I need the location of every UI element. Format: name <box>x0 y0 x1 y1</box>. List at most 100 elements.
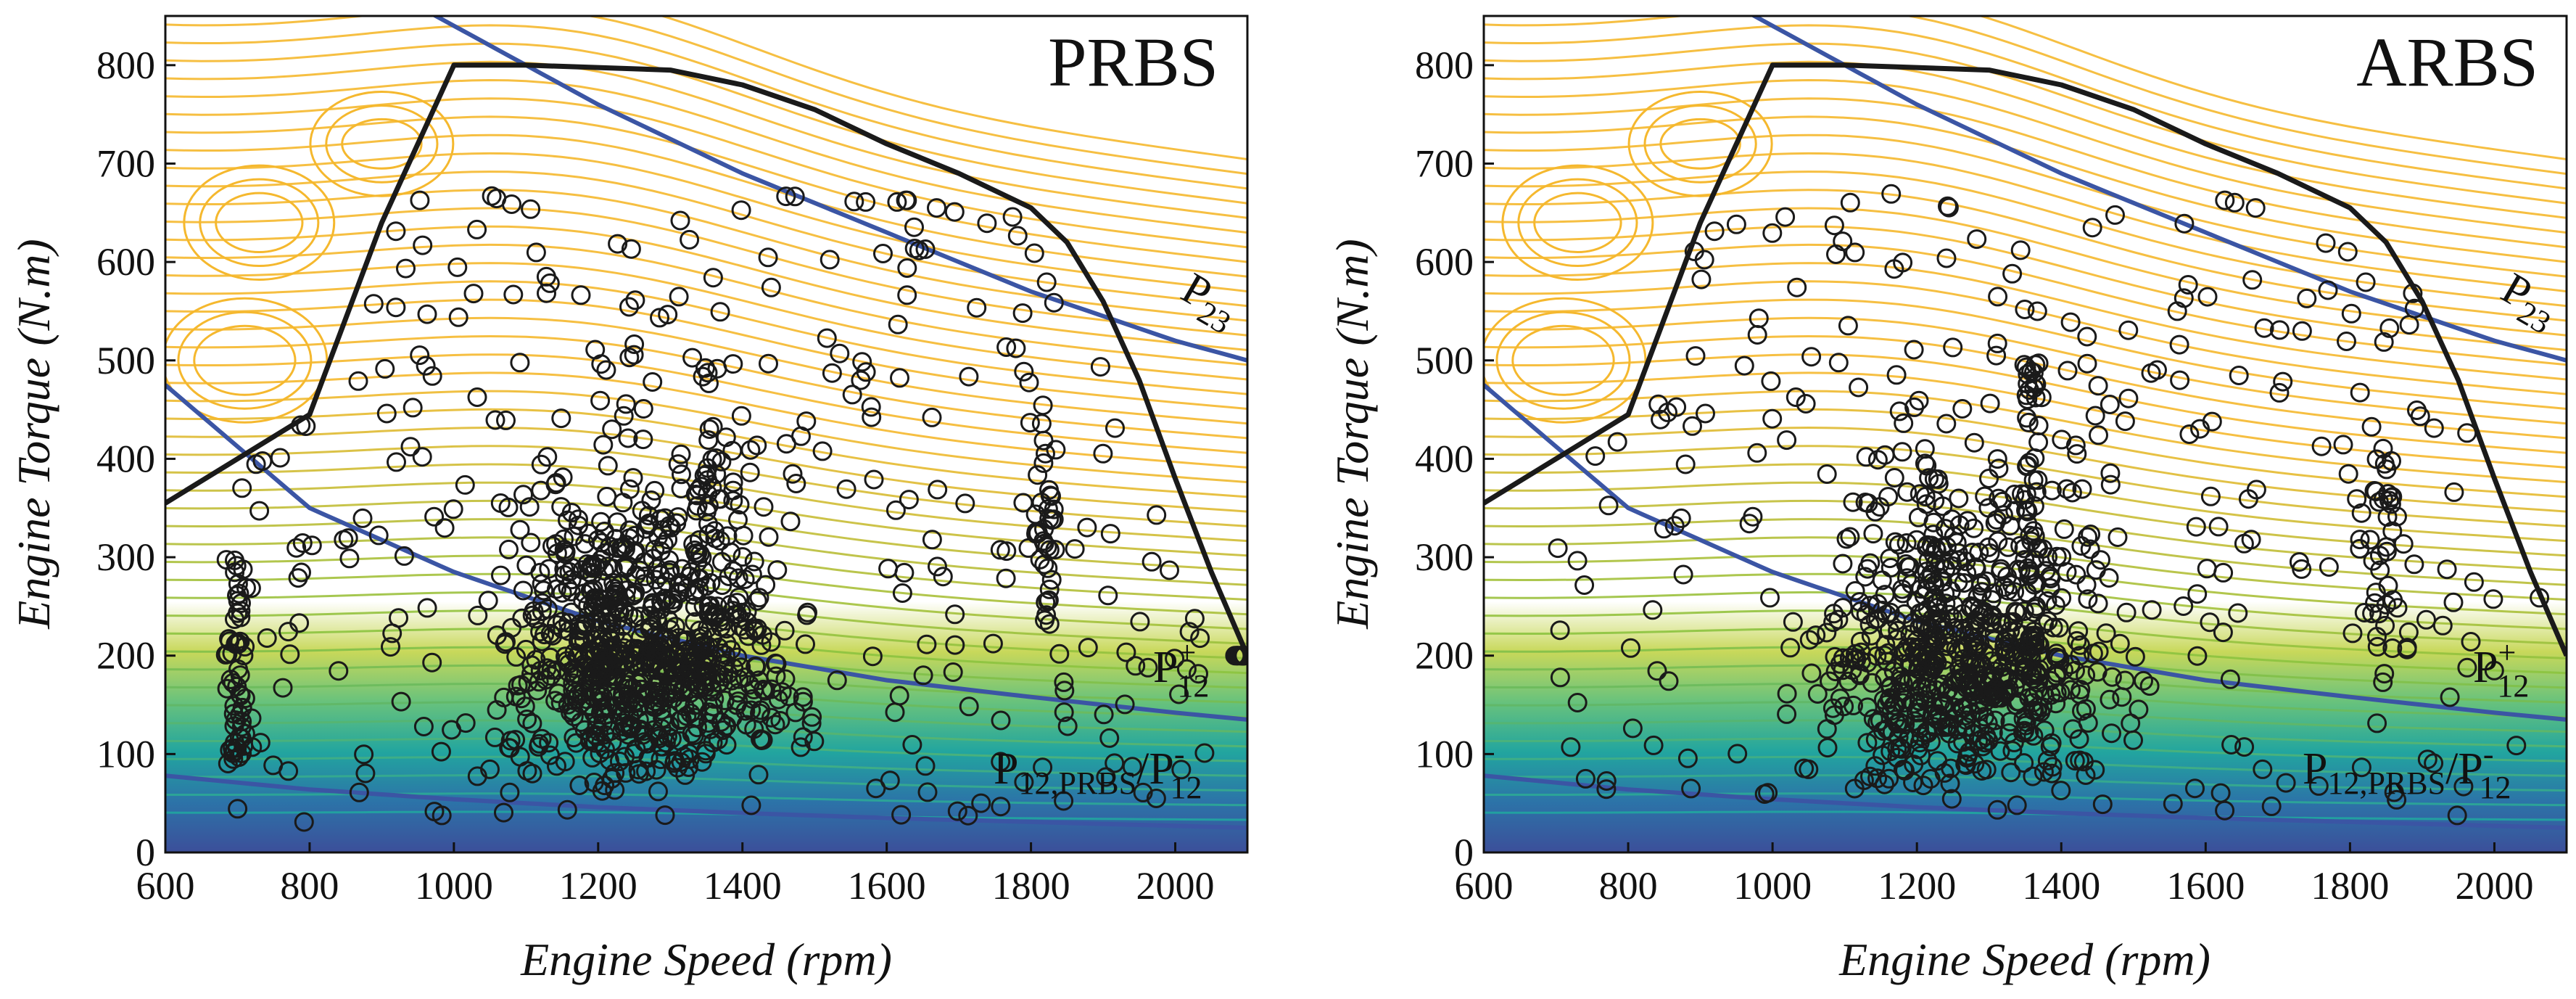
sample-point <box>2089 641 2109 662</box>
sample-point <box>1658 402 1677 422</box>
sample-point <box>1726 214 1746 234</box>
sample-point <box>2457 657 2477 678</box>
sample-point <box>585 556 606 577</box>
sample-point <box>2187 646 2208 666</box>
sample-point <box>434 518 455 538</box>
sample-point <box>595 739 615 760</box>
sample-point <box>1777 683 1797 704</box>
sample-point <box>1681 778 1701 799</box>
contour-line <box>1484 152 2567 293</box>
sample-point <box>696 650 717 670</box>
sample-point <box>1849 592 1870 612</box>
sample-point <box>1840 192 1860 213</box>
sample-point <box>412 447 432 467</box>
sample-point <box>553 467 573 488</box>
sample-point <box>2273 371 2293 392</box>
sample-point <box>798 602 817 622</box>
contour-line <box>165 16 1247 176</box>
sample-point <box>2042 480 2062 501</box>
x-tick-label: 600 <box>136 864 195 908</box>
y-tick-label: 0 <box>136 831 155 874</box>
sample-point <box>2197 287 2218 307</box>
contour-line <box>165 371 1247 469</box>
panel-prbs-frame <box>164 15 1249 854</box>
region-label-separator: / <box>1136 744 1149 794</box>
sample-point <box>1033 453 1054 473</box>
sample-point <box>996 337 1017 357</box>
sample-point <box>1828 609 1849 630</box>
sample-point <box>334 530 354 550</box>
contour-line <box>1484 737 2567 762</box>
sample-point <box>1976 726 1997 747</box>
sample-point <box>741 700 761 720</box>
contour-line <box>165 334 1247 440</box>
sample-point <box>1747 443 1767 463</box>
sample-point <box>2410 406 2430 427</box>
sample-point <box>955 493 975 514</box>
sample-point <box>2110 633 2130 654</box>
panel-arbs-frame <box>1482 15 2568 854</box>
sample-point <box>1777 704 1797 724</box>
sample-point <box>1933 674 1953 694</box>
sample-point <box>1987 333 2007 353</box>
sample-point <box>2080 539 2100 559</box>
region-label-sup: + <box>1178 635 1196 670</box>
sample-point <box>2018 558 2038 578</box>
sample-point <box>1002 207 1023 227</box>
sample-point <box>1596 779 1617 799</box>
sample-point <box>1976 760 1997 780</box>
sample-point <box>1685 346 1706 366</box>
sample-point <box>1962 651 1982 671</box>
sample-point <box>665 617 685 637</box>
panel-prbs: 600 800 1000 1200 1400 1600 1800 2000 0 100 200 30… <box>8 15 1249 985</box>
contour-island <box>1627 90 1773 197</box>
sample-point <box>1822 698 1843 718</box>
sample-point <box>2253 759 2273 779</box>
sample-point <box>922 530 942 550</box>
sample-point <box>1923 657 1944 678</box>
y-tick-label: 500 <box>1415 339 1474 382</box>
contour-line <box>165 792 1247 807</box>
contour-line <box>165 243 1247 366</box>
contour-line <box>1484 280 2567 395</box>
contour-line <box>1484 133 2567 278</box>
sample-point <box>638 506 659 526</box>
sample-point <box>571 285 591 305</box>
sample-point <box>2065 435 2086 456</box>
sample-point <box>959 696 979 717</box>
sample-point <box>2057 361 2078 381</box>
region-label-p12-plus: P+ 12 <box>2473 635 2529 704</box>
sample-point <box>1014 772 1034 792</box>
sample-point <box>2007 795 2027 815</box>
sample-point <box>1040 485 1060 506</box>
sample-point <box>1882 722 1902 742</box>
sample-point <box>246 454 266 474</box>
sample-point <box>1894 413 1914 433</box>
sample-point <box>2229 366 2249 385</box>
sample-point <box>2077 353 2097 374</box>
sample-point <box>302 535 322 556</box>
sample-point <box>861 397 881 417</box>
sample-point <box>1997 670 2018 690</box>
sample-point <box>1911 579 1931 599</box>
sample-point <box>1561 737 1581 757</box>
sample-point <box>1651 409 1671 429</box>
sample-point <box>1684 242 1704 261</box>
sample-point <box>410 190 430 210</box>
sample-point <box>1179 622 1200 642</box>
sample-point <box>491 565 511 585</box>
sample-point <box>1873 745 1893 765</box>
sample-point <box>1780 638 1801 658</box>
sample-point <box>683 672 703 692</box>
sample-point <box>1801 663 1822 683</box>
sample-point <box>1910 702 1930 723</box>
sample-point <box>796 634 815 654</box>
sample-point <box>545 474 566 495</box>
sample-point <box>1677 748 1698 768</box>
sample-point <box>2077 326 2097 347</box>
sample-point <box>1969 695 1989 715</box>
sample-point <box>389 608 408 628</box>
sample-point <box>793 727 813 747</box>
sample-point <box>417 304 437 324</box>
sample-point <box>1806 625 1826 646</box>
